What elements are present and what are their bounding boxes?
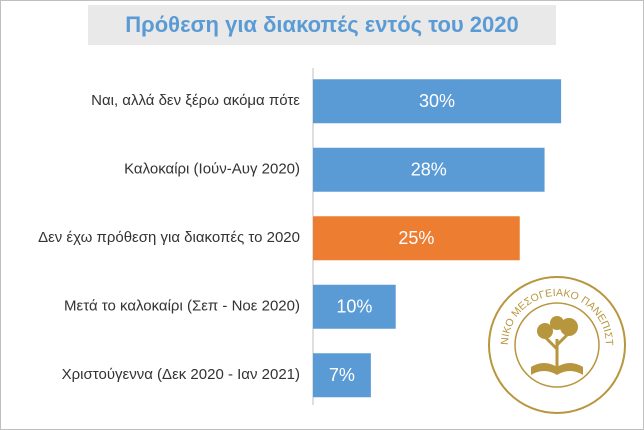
bar [313, 216, 520, 261]
bar [313, 147, 545, 192]
logo-book [531, 363, 583, 375]
logo-leaf [560, 318, 578, 336]
chart-title: Πρόθεση για διακοπές εντός του 2020 [125, 12, 519, 37]
value-label: 30% [419, 91, 455, 111]
title-box [88, 5, 556, 45]
category-label: Χριστούγεννα (Δεκ 2020 - Ιαν 2021) [62, 366, 300, 383]
category-label: Ναι, αλλά δεν ξέρω ακόμα πότε [91, 92, 300, 109]
bar [313, 284, 396, 329]
logo-leaf [550, 316, 564, 330]
category-label: Δεν έχω πρόθεση για διακοπές το 2020 [38, 229, 300, 246]
category-label: Καλοκαίρι (Ιούν-Αυγ 2020) [124, 161, 300, 178]
bar [313, 79, 562, 124]
category-label: Μετά το καλοκαίρι (Σεπ - Νοε 2020) [64, 298, 300, 315]
value-label: 28% [411, 160, 447, 180]
value-label: 10% [336, 297, 372, 317]
logo-leaf [537, 323, 553, 339]
bar [313, 353, 371, 398]
logo-inner-ring [514, 302, 600, 388]
value-label: 25% [398, 228, 434, 248]
value-label: 7% [329, 365, 355, 385]
logo: ΕΛΛΗΝΙΚΟ ΜΕΣΟΓΕΙΑΚΟ ΠΑΝΕΠΙΣΤΗΜΙΟ [488, 276, 626, 414]
